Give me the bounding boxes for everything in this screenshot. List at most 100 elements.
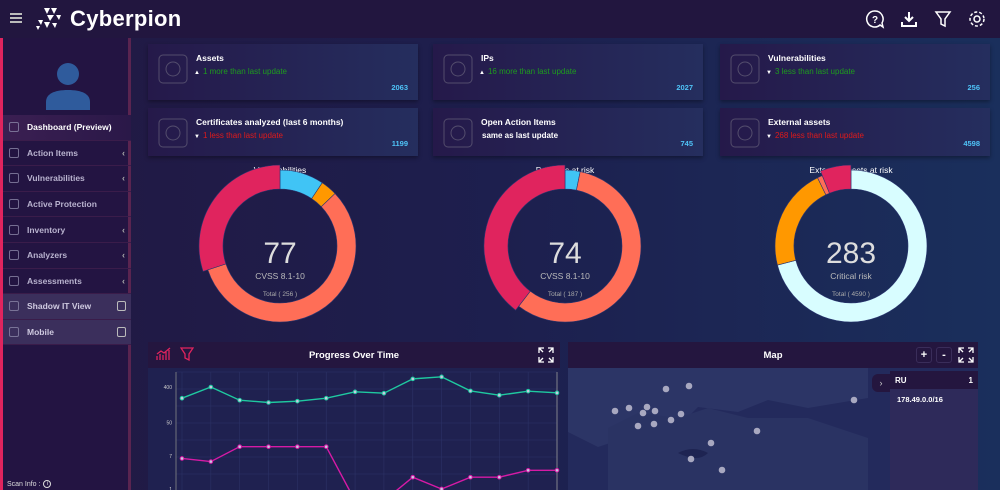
data-point[interactable] xyxy=(266,444,271,449)
data-point[interactable] xyxy=(323,395,329,401)
expand-side-panel-button[interactable]: › xyxy=(872,374,890,392)
data-point[interactable] xyxy=(323,444,329,449)
chevron-left-icon: ‹ xyxy=(122,275,125,286)
info-icon[interactable]: i xyxy=(43,480,52,488)
data-point[interactable] xyxy=(497,474,502,480)
scan-info[interactable]: Scan Info :i xyxy=(7,480,52,488)
assessments-icon xyxy=(9,275,19,286)
sidebar-item-shadow-it-view[interactable]: Shadow IT View xyxy=(3,294,131,320)
donut-slice[interactable] xyxy=(518,171,642,323)
download-icon[interactable] xyxy=(898,8,920,30)
certificate-icon xyxy=(158,118,188,148)
map-marker[interactable] xyxy=(707,439,715,447)
data-point[interactable] xyxy=(525,388,531,394)
map-marker[interactable] xyxy=(850,396,858,404)
data-point[interactable] xyxy=(554,467,560,473)
stat-card-ips[interactable]: IPs ▲ 16 more than last update 2027 xyxy=(433,44,703,100)
filter-icon[interactable] xyxy=(180,347,194,361)
data-point[interactable] xyxy=(179,456,185,461)
data-point[interactable] xyxy=(179,395,185,401)
sidebar-item-action-items[interactable]: Action Items ‹ xyxy=(3,141,131,167)
data-point[interactable] xyxy=(410,376,416,382)
data-point[interactable] xyxy=(295,398,300,404)
logo[interactable]: Cyberpion xyxy=(34,6,182,32)
y-tick-label: 50 xyxy=(166,420,172,426)
zoom-out-button[interactable]: - xyxy=(936,347,952,363)
map-marker[interactable] xyxy=(634,422,642,430)
data-point[interactable] xyxy=(554,390,560,396)
data-point[interactable] xyxy=(237,444,242,449)
donut-center-label: CVSS 8.1-10 xyxy=(255,271,305,281)
map-country-panel: RU 1 178.49.0.0/16 xyxy=(890,371,978,490)
data-point[interactable] xyxy=(439,486,444,490)
donut-slice[interactable] xyxy=(777,169,928,323)
data-point[interactable] xyxy=(381,390,387,396)
data-point[interactable] xyxy=(208,459,214,464)
data-point[interactable] xyxy=(410,474,416,480)
avatar[interactable] xyxy=(43,60,93,110)
map-marker[interactable] xyxy=(753,427,761,435)
data-point[interactable] xyxy=(208,384,214,390)
data-point[interactable] xyxy=(237,397,242,403)
progress-over-time-panel: Progress Over Time 1 7 50 400 xyxy=(148,342,560,490)
expand-icon[interactable] xyxy=(538,347,554,363)
sidebar-item-inventory[interactable]: Inventory ‹ xyxy=(3,217,131,243)
map-marker[interactable] xyxy=(685,382,693,390)
dashboard-icon xyxy=(9,122,19,133)
stat-card-certificates[interactable]: Certificates analyzed (last 6 months) ▼ 1… xyxy=(148,108,418,156)
stat-card-open[interactable]: Open Action Items same as last update 74… xyxy=(433,108,703,156)
map-marker[interactable] xyxy=(718,466,726,474)
card-title: IPs xyxy=(481,53,494,63)
map-marker[interactable] xyxy=(625,404,633,412)
country-code: RU xyxy=(895,375,907,385)
map-marker[interactable] xyxy=(650,420,658,428)
map-marker[interactable] xyxy=(667,416,675,424)
map-marker[interactable] xyxy=(611,407,619,415)
expand-icon[interactable] xyxy=(958,347,974,363)
data-point[interactable] xyxy=(266,400,271,405)
donut-chart xyxy=(774,164,928,323)
data-point[interactable] xyxy=(497,392,502,398)
data-point[interactable] xyxy=(525,467,531,473)
menu-icon[interactable] xyxy=(10,13,22,23)
map-marker[interactable] xyxy=(643,403,651,411)
donut-slice[interactable] xyxy=(483,164,566,311)
donut-slice[interactable] xyxy=(207,193,357,323)
map-marker[interactable] xyxy=(651,407,659,415)
map-marker[interactable] xyxy=(639,409,647,417)
trend-chart-icon[interactable] xyxy=(156,347,172,361)
card-delta: 268 less than last update xyxy=(774,131,864,140)
data-point[interactable] xyxy=(352,389,358,395)
help-icon[interactable]: ? xyxy=(864,8,886,30)
donut-center: 77 CVSS 8.1-10 Total ( 256 ) xyxy=(195,237,365,298)
stat-card-assets[interactable]: Assets ▲ 1 more than last update 2063 xyxy=(148,44,418,100)
data-point[interactable] xyxy=(439,374,444,380)
sidebar-item-mobile[interactable]: Mobile xyxy=(3,319,131,346)
donut-center-label: CVSS 8.1-10 xyxy=(540,271,590,281)
data-point[interactable] xyxy=(295,444,300,449)
sidebar-item-label: Active Protection xyxy=(27,199,97,210)
sidebar-item-analyzers[interactable]: Analyzers ‹ xyxy=(3,243,131,269)
sidebar-item-vulnerabilities[interactable]: Vulnerabilities ‹ xyxy=(3,166,131,192)
donut-slice[interactable] xyxy=(198,164,281,272)
data-point[interactable] xyxy=(468,388,473,394)
settings-icon[interactable] xyxy=(966,8,988,30)
country-row[interactable]: RU 1 xyxy=(890,371,978,389)
filter-icon[interactable] xyxy=(932,8,954,30)
donut-slice[interactable] xyxy=(820,164,852,194)
sidebar-item-assessments[interactable]: Assessments ‹ xyxy=(3,269,131,295)
stat-card-vulnerabilities[interactable]: Vulnerabilities ▼ 3 less than last update… xyxy=(720,44,990,100)
card-delta: 16 more than last update xyxy=(487,67,577,76)
map-marker[interactable] xyxy=(677,410,685,418)
cloud-icon xyxy=(9,199,19,210)
donut-center-label: Critical risk xyxy=(830,271,872,281)
zoom-in-button[interactable]: + xyxy=(916,347,932,363)
map-marker[interactable] xyxy=(662,385,670,393)
y-tick-label: 400 xyxy=(164,385,173,391)
map-marker[interactable] xyxy=(687,455,695,463)
sidebar-item-dashboard-preview[interactable]: Dashboard (Preview) xyxy=(3,115,131,141)
y-tick-label: 1 xyxy=(169,487,172,490)
stat-card-external[interactable]: External assets ▼ 268 less than last upda… xyxy=(720,108,990,156)
sidebar-item-active-protection[interactable]: Active Protection xyxy=(3,192,131,218)
data-point[interactable] xyxy=(468,474,473,480)
